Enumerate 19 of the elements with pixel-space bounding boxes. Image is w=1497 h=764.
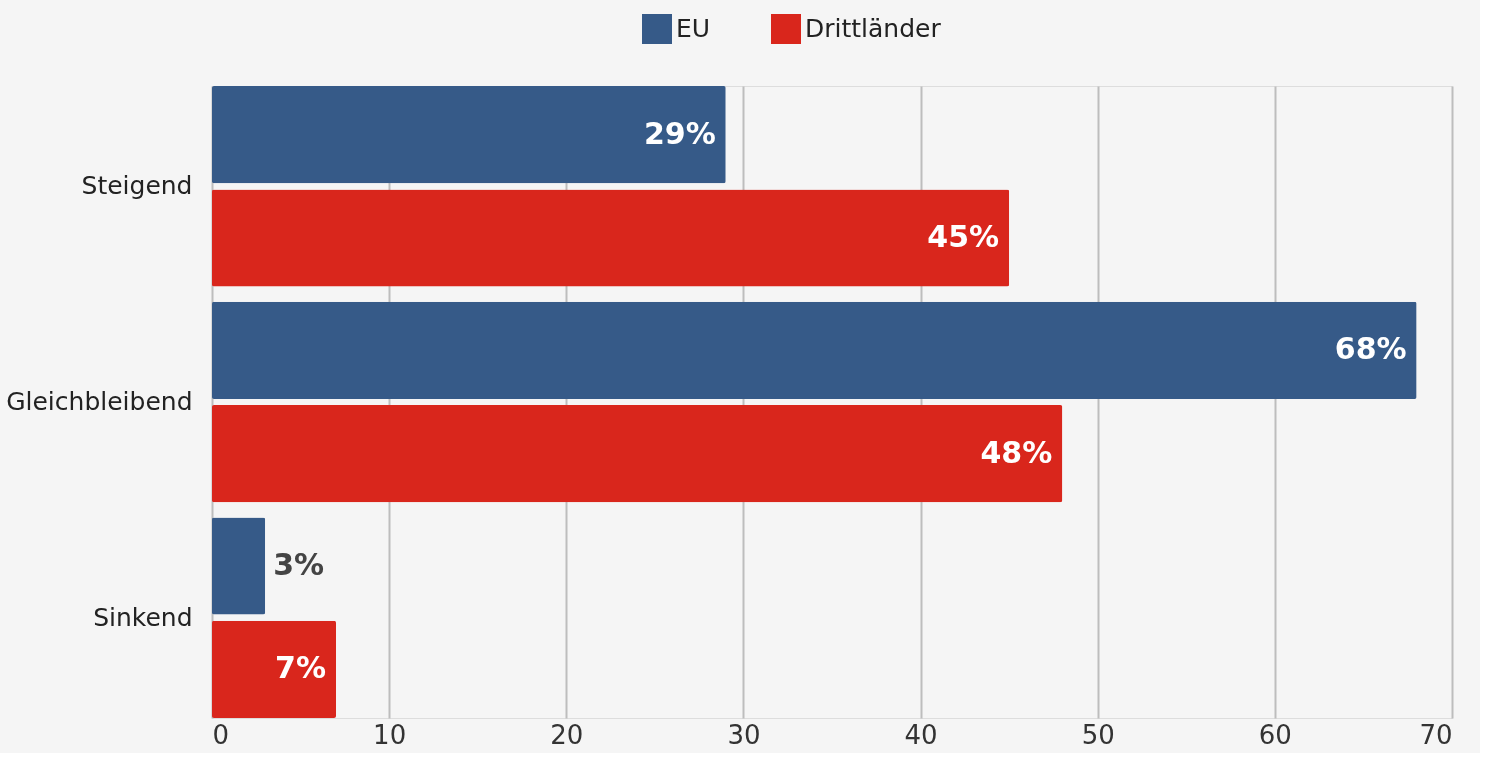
data-label: 3% xyxy=(273,547,325,582)
legend-label: Drittländer xyxy=(805,14,942,43)
data-label: 48% xyxy=(980,434,1053,470)
x-tick-label: 60 xyxy=(1258,719,1292,750)
x-tick-label: 40 xyxy=(904,719,938,750)
y-tick-label: Steigend xyxy=(81,171,193,201)
y-tick-label: Sinkend xyxy=(93,602,193,632)
x-tick-label: 20 xyxy=(550,719,584,750)
x-tick-label: 0 xyxy=(212,719,230,750)
x-tick-label: 70 xyxy=(1419,719,1453,750)
data-label: 45% xyxy=(927,219,1000,254)
data-label: 7% xyxy=(275,650,326,686)
x-tick-label: 50 xyxy=(1081,719,1115,750)
data-label: 29% xyxy=(643,115,716,151)
legend-label: EU xyxy=(676,14,711,43)
x-tick-label: 10 xyxy=(373,719,407,750)
x-tick-label: 30 xyxy=(727,719,761,750)
y-tick-label: Gleichbleibend xyxy=(6,387,193,416)
data-label: 68% xyxy=(1334,331,1407,367)
